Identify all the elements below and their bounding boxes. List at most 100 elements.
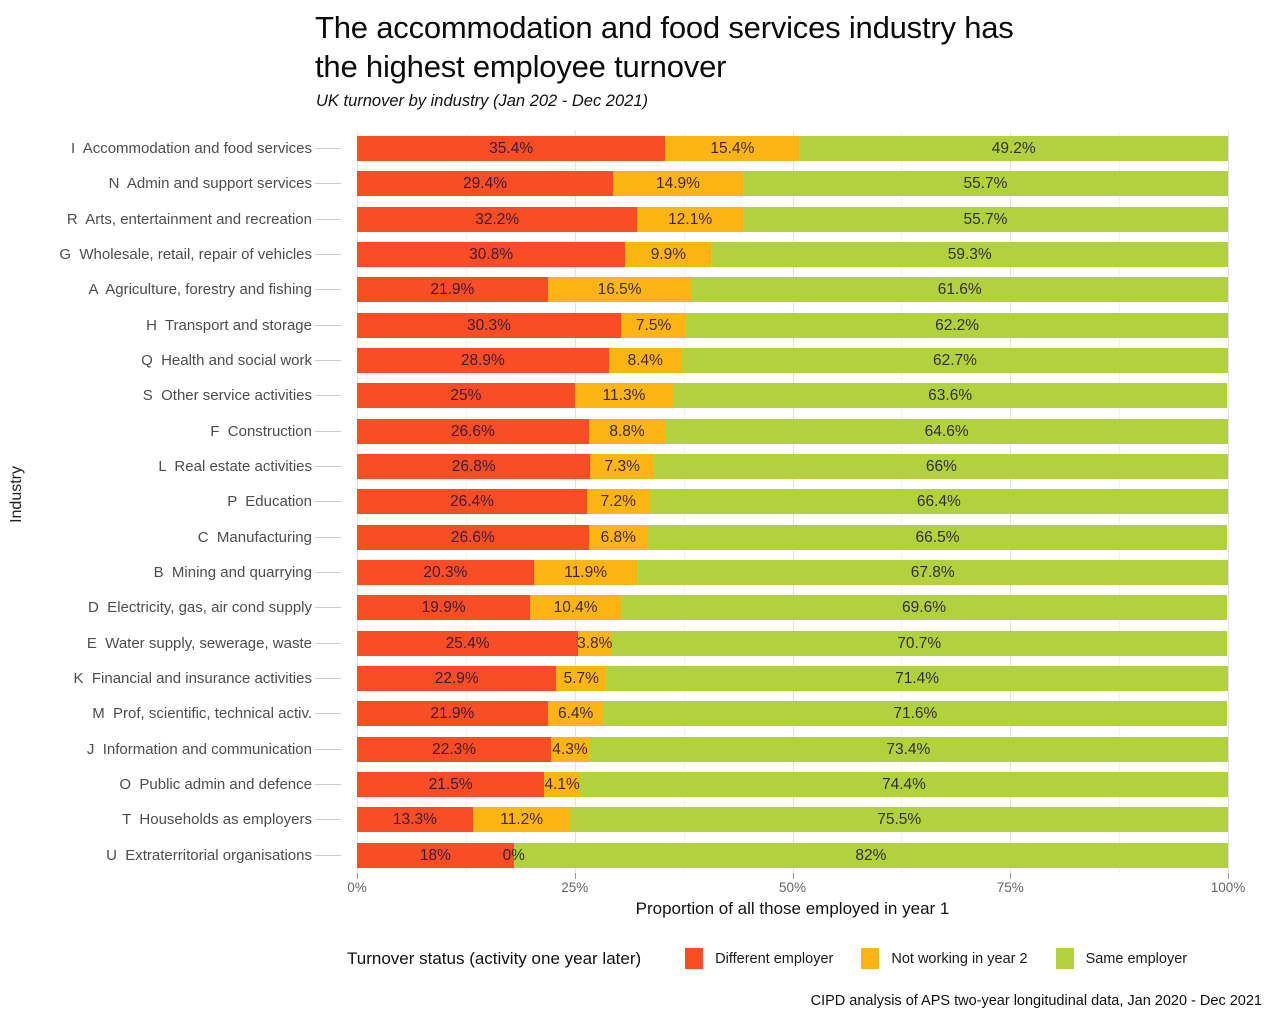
- segment-not-working-year2: [533, 560, 638, 586]
- bar-value-label: 6.8%: [600, 528, 636, 546]
- y-axis-tickmark: [315, 289, 341, 291]
- bar-value-label: 26.8%: [451, 458, 496, 476]
- x-tickmark: [792, 873, 794, 879]
- segment-different-employer: [357, 524, 589, 550]
- bar-value-label: 7.3%: [604, 458, 640, 476]
- chart-row: A Agriculture, forestry and fishing 21.9…: [0, 272, 1280, 307]
- bar-value-label: 11.9%: [564, 564, 608, 582]
- stacked-bar: 26.6% 6.8% 66.5%: [357, 524, 1228, 550]
- segment-different-employer: [357, 418, 589, 444]
- segment-not-working-year2: [544, 772, 580, 798]
- segment-not-working-year2: [586, 489, 650, 515]
- bar-value-label: 18%: [419, 846, 451, 864]
- segment-same-employer: [637, 560, 1228, 586]
- bar-value-label: 61.6%: [937, 281, 982, 299]
- bar-value-label: 28.9%: [460, 352, 505, 370]
- bar-value-label: 15.4%: [710, 140, 755, 158]
- legend-swatch: [685, 948, 704, 969]
- stacked-bar: 35.4% 15.4% 49.2%: [357, 136, 1228, 162]
- segment-not-working-year2: [620, 312, 687, 338]
- bar-value-label: 8.4%: [627, 352, 663, 370]
- y-axis-tickmark: [315, 607, 341, 609]
- segment-same-employer: [711, 242, 1228, 268]
- chart-row: G Wholesale, retail, repair of vehicles …: [0, 237, 1280, 272]
- segment-not-working-year2: [530, 595, 621, 621]
- bar-value-label: 13.3%: [392, 811, 437, 829]
- chart-row: Q Health and social work 28.9% 8.4% 62.7%: [0, 343, 1280, 378]
- segment-same-employer: [513, 842, 1228, 868]
- stacked-bar: 29.4% 14.9% 55.7%: [357, 171, 1228, 197]
- stacked-bar: 26.6% 8.8% 64.6%: [357, 418, 1228, 444]
- x-tick-label: 75%: [996, 880, 1024, 895]
- y-axis-tickmark: [315, 148, 341, 150]
- segment-not-working-year2: [551, 736, 589, 762]
- chart-row: B Mining and quarrying 20.3% 11.9% 67.8%: [0, 555, 1280, 590]
- segment-same-employer: [647, 524, 1228, 550]
- x-axis-tick-labels: 0% 25% 50% 75% 100%: [347, 880, 1245, 896]
- y-axis-tickmark: [315, 678, 341, 680]
- segment-different-employer: [357, 842, 514, 868]
- industry-label: T Households as employers: [122, 811, 312, 829]
- bar-value-label: 9.9%: [650, 246, 687, 264]
- y-axis-tickmark: [315, 501, 341, 503]
- segment-same-employer: [620, 595, 1228, 621]
- segment-not-working-year2: [637, 206, 743, 232]
- segment-same-employer: [691, 277, 1228, 303]
- bar-value-label: 35.4%: [489, 140, 534, 158]
- legend-title: Turnover status (activity one year later…: [347, 948, 642, 968]
- segment-different-employer: [357, 701, 548, 727]
- industry-label: K Financial and insurance activities: [73, 670, 312, 688]
- y-axis-tickmark: [315, 854, 341, 856]
- legend-item: Different employer: [685, 948, 833, 969]
- bar-value-label: 73.4%: [886, 740, 931, 758]
- segment-same-employer: [611, 630, 1228, 656]
- bar-value-label: 22.3%: [432, 740, 477, 758]
- segment-different-employer: [357, 277, 548, 303]
- segment-not-working-year2: [625, 242, 712, 268]
- chart-title-line1: The accommodation and food services indu…: [315, 10, 1014, 45]
- y-axis-tickmark: [315, 713, 341, 715]
- industry-label: E Water supply, sewerage, waste: [86, 634, 312, 652]
- bar-value-label: 69.6%: [902, 599, 946, 617]
- bar-value-label: 55.7%: [963, 175, 1008, 193]
- stacked-bar: 25% 11.3% 63.6%: [357, 383, 1228, 409]
- bar-value-label: 62.2%: [935, 316, 980, 334]
- segment-different-employer: [357, 560, 534, 586]
- bar-value-label: 62.7%: [932, 352, 977, 370]
- bar-value-label: 7.5%: [635, 316, 672, 334]
- industry-label: M Prof, scientific, technical activ.: [92, 705, 312, 723]
- bar-value-label: 12.1%: [668, 210, 713, 228]
- chart-row: N Admin and support services 29.4% 14.9% 5…: [0, 166, 1280, 201]
- chart-subtitle: UK turnover by industry (Jan 202 - Dec 2…: [316, 92, 648, 110]
- legend-swatch: [1055, 948, 1074, 969]
- segment-different-employer: [357, 242, 626, 268]
- chart-row: H Transport and storage 30.3% 7.5% 62.2%: [0, 308, 1280, 343]
- bar-value-label: 75.5%: [877, 811, 922, 829]
- bar-value-label: 59.3%: [947, 246, 992, 264]
- bar-value-label: 74.4%: [882, 776, 926, 794]
- segment-different-employer: [357, 136, 666, 162]
- legend-label: Different employer: [715, 950, 834, 967]
- segment-same-employer: [673, 383, 1228, 409]
- x-axis-tickmarks: [357, 873, 1229, 879]
- segment-different-employer: [357, 312, 621, 338]
- chart-row: U Extraterritorial organisations 18% 0% 82…: [0, 838, 1280, 873]
- stacked-bar: 25.4% 3.8% 70.7%: [357, 630, 1228, 656]
- y-axis-tickmark: [315, 572, 341, 574]
- legend-label: Not working in year 2: [891, 950, 1028, 967]
- segment-same-employer: [606, 666, 1228, 692]
- segment-not-working-year2: [665, 136, 800, 162]
- x-tickmark: [1010, 873, 1012, 879]
- segment-same-employer: [653, 454, 1228, 480]
- segment-same-employer: [665, 418, 1228, 444]
- segment-same-employer: [579, 772, 1228, 798]
- segment-not-working-year2: [588, 524, 648, 550]
- bar-value-label: 26.6%: [450, 422, 495, 440]
- stacked-bar: 22.3% 4.3% 73.4%: [357, 736, 1228, 762]
- segment-not-working-year2: [556, 666, 607, 692]
- legend-item: Same employer: [1055, 948, 1187, 969]
- x-tickmark: [574, 873, 576, 879]
- bar-value-label: 71.4%: [895, 670, 940, 688]
- segment-different-employer: [357, 206, 638, 232]
- bar-value-label: 3.8%: [577, 634, 613, 652]
